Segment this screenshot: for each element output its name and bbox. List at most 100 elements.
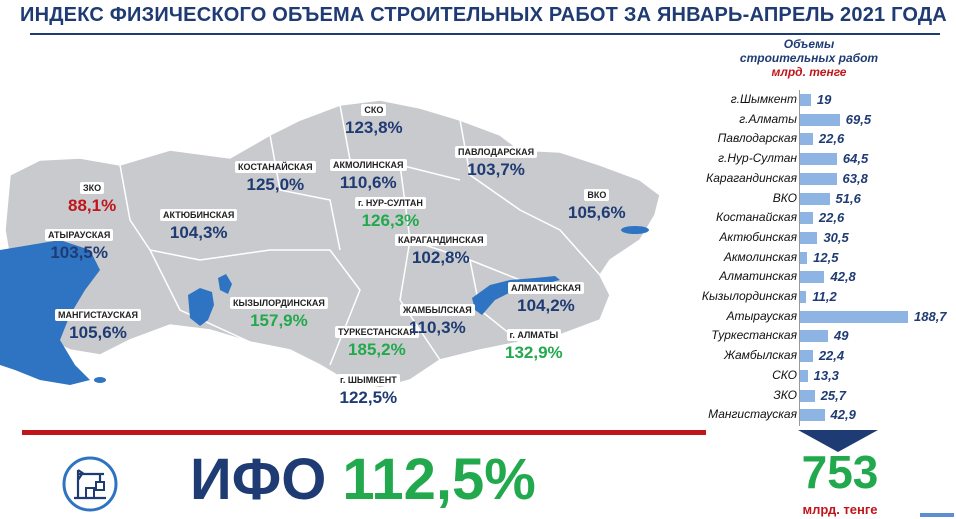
crane-icon bbox=[62, 456, 118, 512]
region-index-value: 103,7% bbox=[467, 160, 525, 179]
region-name: г. АЛМАТЫ bbox=[506, 329, 562, 341]
bar-value-label: 22,4 bbox=[818, 348, 845, 364]
bar-row: Акмолинская 12,5 bbox=[690, 248, 955, 267]
ifo-summary: ИФО 112,5% bbox=[190, 448, 536, 512]
red-divider bbox=[22, 430, 706, 435]
volumes-header: Объемы строительных работ млрд. тенге bbox=[720, 37, 898, 79]
region-label: КАРАГАНДИНСКАЯ 102,8% bbox=[395, 230, 487, 267]
bar-category-label: Туркестанская bbox=[711, 328, 797, 343]
region-label: АЛМАТИНСКАЯ 104,2% bbox=[508, 278, 584, 315]
bar-value-label: 42,8 bbox=[830, 269, 856, 285]
south-lake bbox=[94, 377, 106, 383]
region-name: ЗКО bbox=[80, 182, 105, 194]
map-land bbox=[4, 99, 661, 389]
region-index-value: 157,9% bbox=[250, 311, 308, 330]
region-label: ТУРКЕСТАНСКАЯ 185,2% bbox=[335, 322, 419, 359]
region-index-value: 105,6% bbox=[69, 323, 127, 342]
bar bbox=[800, 310, 908, 323]
region-name: АЛМАТИНСКАЯ bbox=[508, 282, 584, 294]
bar-row: Туркестанская 49 bbox=[690, 326, 955, 345]
kazakhstan-map bbox=[0, 99, 661, 389]
bar bbox=[800, 291, 807, 303]
bar bbox=[800, 251, 808, 264]
volumes-header-line1: Объемы bbox=[783, 37, 835, 51]
bar-row: СКО 13,3 bbox=[690, 366, 955, 385]
bar-value-label: 69,5 bbox=[845, 111, 872, 127]
bar-category-label: Карагандинская bbox=[706, 170, 797, 185]
region-index-value: 125,0% bbox=[246, 175, 305, 194]
bar-category-label: СКО bbox=[772, 367, 797, 382]
bar-value-label: 64,5 bbox=[842, 151, 869, 167]
region-name: ПАВЛОДАРСКАЯ bbox=[455, 146, 538, 158]
bar-row: г.Алматы 69,5 bbox=[690, 110, 955, 129]
region-label: МАНГИСТАУСКАЯ 105,6% bbox=[55, 305, 141, 342]
bar-value-label: 13,3 bbox=[813, 367, 839, 383]
region-name: ВКО bbox=[584, 189, 610, 201]
bar-value-label: 25,7 bbox=[820, 387, 847, 403]
bar-axis bbox=[799, 90, 800, 426]
region-index-value: 104,2% bbox=[517, 296, 575, 315]
bar bbox=[800, 231, 818, 244]
ifo-value: 112,5% bbox=[342, 447, 536, 512]
bar-row: Жамбылская 22,4 bbox=[690, 346, 955, 365]
bar-category-label: Атырауская bbox=[726, 308, 797, 323]
bar-category-label: Мангистауская bbox=[708, 407, 797, 422]
bar-value-label: 12,5 bbox=[813, 249, 839, 265]
region-index-value: 110,3% bbox=[408, 318, 466, 337]
region-label: ЖАМБЫЛСКАЯ 110,3% bbox=[400, 300, 475, 337]
bar-row: Карагандинская 63,8 bbox=[690, 169, 955, 188]
region-index-value: 122,5% bbox=[339, 388, 398, 407]
region-name: КАРАГАНДИНСКАЯ bbox=[395, 234, 487, 246]
bar-category-label: Актюбинская bbox=[719, 229, 797, 244]
bar-category-label: Костанайская bbox=[716, 210, 797, 225]
bar-category-label: Алматинская bbox=[719, 269, 797, 284]
total-volume: 753 bbox=[801, 446, 879, 498]
region-label: ВКО 105,6% bbox=[568, 185, 626, 222]
region-label: СКО 123,8% bbox=[345, 100, 403, 137]
region-label: КЫЗЫЛОРДИНСКАЯ 157,9% bbox=[230, 293, 328, 330]
region-name: СКО bbox=[361, 104, 387, 116]
balkhash-lake bbox=[472, 276, 560, 315]
bar-category-label: г.Нур-Султан bbox=[718, 151, 797, 166]
bar-category-label: Кызылординская bbox=[701, 289, 797, 303]
bar bbox=[800, 330, 829, 343]
region-label: г. АЛМАТЫ 132,9% bbox=[505, 325, 563, 362]
caspian-sea bbox=[0, 240, 100, 385]
bar-category-label: Жамбылская bbox=[723, 348, 797, 363]
region-name: КЫЗЫЛОРДИНСКАЯ bbox=[230, 297, 328, 309]
bar bbox=[800, 409, 825, 422]
region-label: г. ШЫМКЕНТ 122,5% bbox=[337, 370, 400, 407]
bar bbox=[800, 94, 811, 106]
region-index-value: 103,5% bbox=[50, 243, 108, 262]
bar bbox=[800, 192, 830, 205]
bar-row: Мангистауская 42,9 bbox=[690, 405, 955, 424]
bar-row: Костанайская 22,6 bbox=[690, 208, 955, 227]
page-title: ИНДЕКС ФИЗИЧЕСКОГО ОБЪЕМА СТРОИТЕЛЬНЫХ Р… bbox=[20, 4, 947, 26]
region-name: ЖАМБЫЛСКАЯ bbox=[400, 304, 475, 316]
region-label: АКМОЛИНСКАЯ 110,6% bbox=[330, 155, 407, 192]
region-index-value: 132,9% bbox=[505, 343, 563, 362]
bar-value-label: 49 bbox=[834, 328, 849, 344]
region-index-value: 88,1% bbox=[68, 196, 117, 215]
region-index-value: 102,8% bbox=[411, 248, 470, 267]
bar-row: г.Нур-Султан 64,5 bbox=[690, 149, 955, 168]
total-unit: млрд. тенге bbox=[802, 502, 878, 517]
bar-value-label: 19 bbox=[816, 92, 832, 107]
volumes-header-line2: строительных работ bbox=[739, 51, 879, 65]
region-label: АТЫРАУСКАЯ 103,5% bbox=[45, 225, 114, 262]
bar bbox=[800, 172, 837, 185]
bar-category-label: ВКО bbox=[772, 190, 797, 205]
region-label: ЗКО 88,1% bbox=[68, 178, 116, 215]
bar bbox=[800, 153, 837, 166]
bar-row: Алматинская 42,8 bbox=[690, 267, 955, 286]
bar-value-label: 11,2 bbox=[812, 289, 837, 304]
bar-category-label: г.Алматы bbox=[739, 111, 797, 126]
bar-row: ВКО 51,6 bbox=[690, 189, 955, 208]
region-index-value: 105,6% bbox=[568, 203, 626, 222]
bar bbox=[800, 389, 815, 402]
bar-category-label: г.Шымкент bbox=[730, 92, 797, 106]
region-name: АКМОЛИНСКАЯ bbox=[330, 159, 407, 171]
bar bbox=[800, 113, 840, 126]
bar-value-label: 51,6 bbox=[835, 190, 861, 206]
region-label: АКТЮБИНСКАЯ 104,3% bbox=[160, 205, 238, 242]
